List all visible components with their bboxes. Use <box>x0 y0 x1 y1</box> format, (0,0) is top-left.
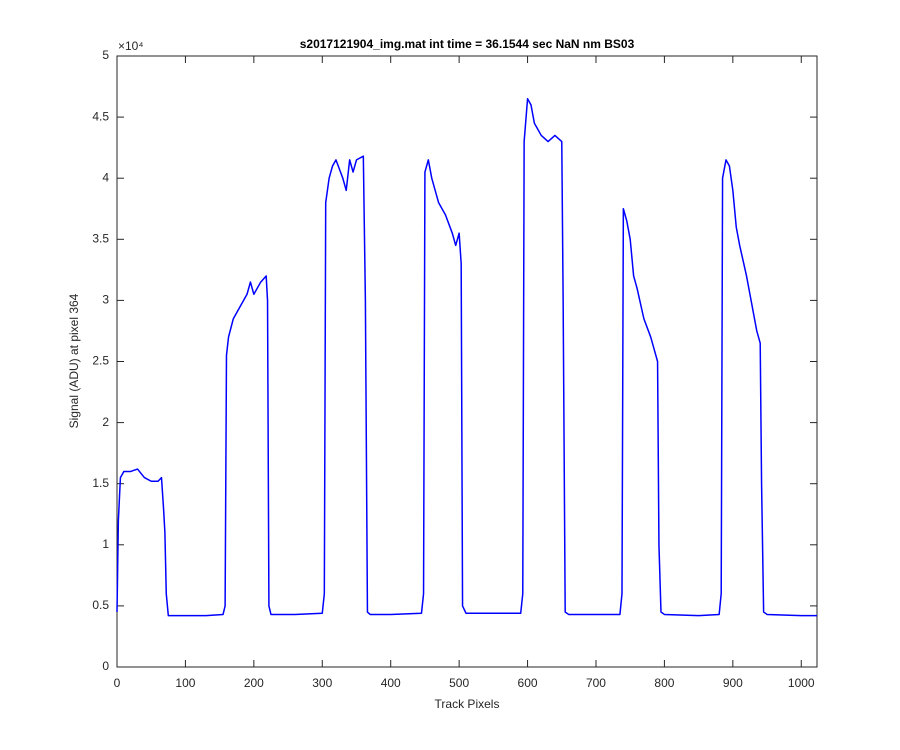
y-tick-label: 0.5 <box>92 598 109 612</box>
y-tick-label: 2.5 <box>92 354 109 368</box>
x-tick-label: 100 <box>175 676 195 690</box>
x-tick-label: 200 <box>244 676 264 690</box>
y-tick-label: 4.5 <box>92 109 109 123</box>
y-multiplier: ×10⁴ <box>118 39 144 53</box>
x-tick-label: 600 <box>518 676 538 690</box>
y-tick-label: 1.5 <box>92 476 109 490</box>
y-axis-label: Signal (ADU) at pixel 364 <box>67 293 81 428</box>
y-tick-label: 4 <box>102 170 109 184</box>
y-tick-label: 1 <box>102 537 109 551</box>
y-tick-label: 3.5 <box>92 231 109 245</box>
x-tick-label: 300 <box>312 676 332 690</box>
y-tick-label: 3 <box>102 293 109 307</box>
x-tick-label: 500 <box>449 676 469 690</box>
x-tick-label: 800 <box>654 676 674 690</box>
y-tick-label: 2 <box>102 415 109 429</box>
data-line <box>116 98 817 617</box>
y-tick-label: 5 <box>102 48 109 62</box>
x-tick-label: 0 <box>114 676 121 690</box>
x-tick-label: 700 <box>586 676 606 690</box>
chart-title: s2017121904_img.mat int time = 36.1544 s… <box>300 37 635 51</box>
plot-area <box>116 55 818 668</box>
x-tick-label: 900 <box>723 676 743 690</box>
x-axis-label: Track Pixels <box>435 697 500 711</box>
x-tick-label: 400 <box>381 676 401 690</box>
y-tick-label: 0 <box>102 659 109 673</box>
x-tick-label: 1000 <box>788 676 815 690</box>
